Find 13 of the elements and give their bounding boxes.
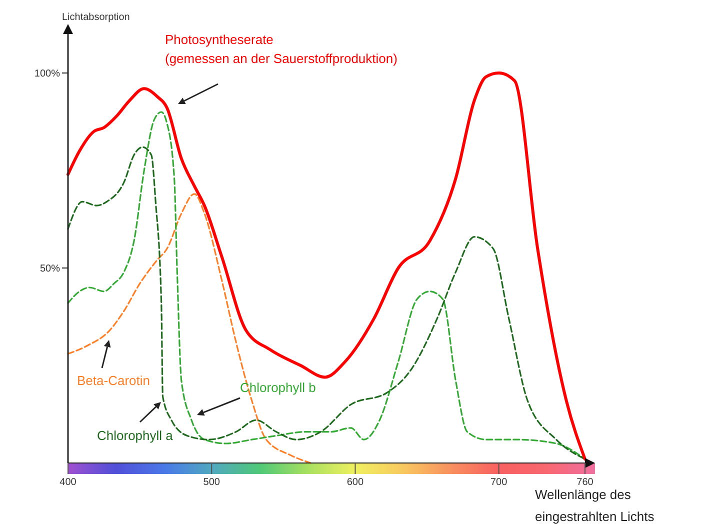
x-axis-title: Wellenlänge des eingestrahlten Lichts bbox=[535, 487, 655, 524]
y-tick-label: 50% bbox=[40, 264, 60, 274]
text: Photosyntheserate (gemessen an der Sauerstoffproduktion) bbox=[165, 32, 398, 66]
x-tick-label: 500 bbox=[203, 477, 220, 488]
x-tick-label: 760 bbox=[576, 477, 594, 488]
series-label: Chlorophyll a bbox=[97, 428, 174, 443]
x-tick-label: 700 bbox=[490, 477, 508, 488]
text: Chlorophyll b bbox=[240, 380, 316, 395]
y-tick-label: 100% bbox=[34, 68, 60, 80]
x-tick-label: 400 bbox=[60, 477, 77, 488]
y-axis-title: Lichtabsorption bbox=[62, 12, 130, 23]
series-label: Beta-Carotin bbox=[77, 373, 150, 388]
x-tick-label: 600 bbox=[346, 477, 364, 488]
